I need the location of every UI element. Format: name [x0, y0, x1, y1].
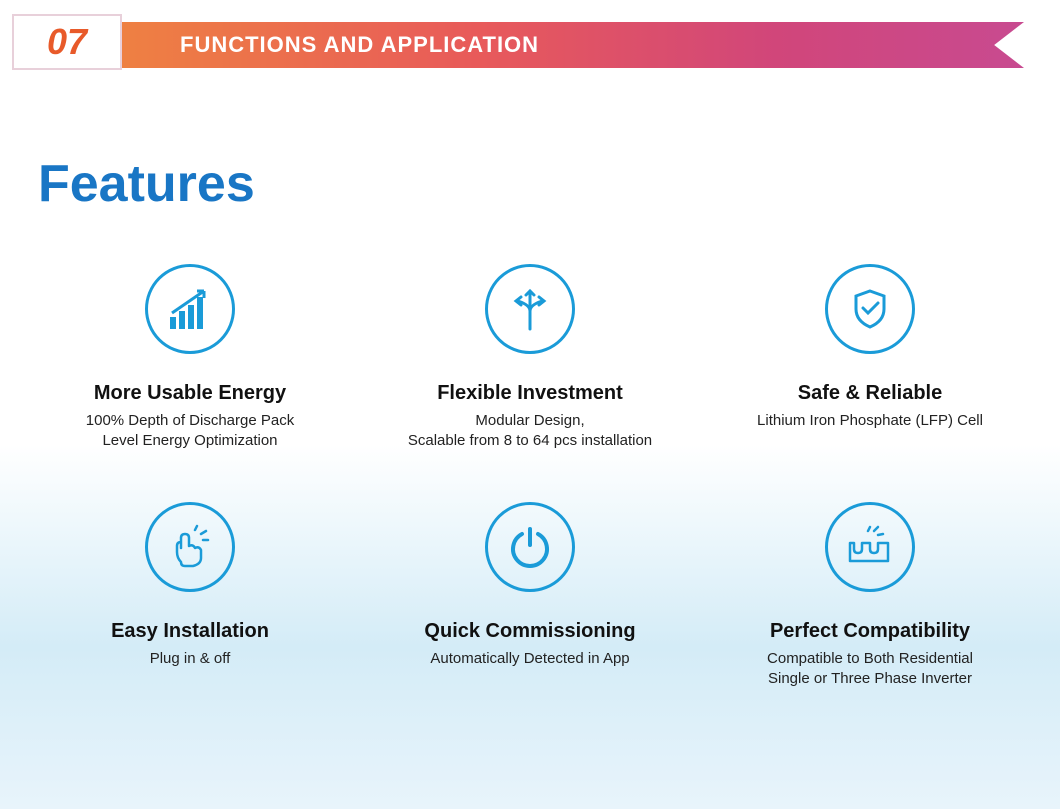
puzzle-icon — [825, 502, 915, 592]
page-number: 07 — [47, 21, 87, 63]
feature-desc: Modular Design, Scalable from 8 to 64 pc… — [408, 411, 652, 452]
power-clock-icon — [485, 502, 575, 592]
banner-ribbon: FUNCTIONS AND APPLICATION — [30, 22, 1024, 68]
feature-title: Perfect Compatibility — [770, 620, 970, 643]
snap-fingers-icon — [145, 502, 235, 592]
feature-desc: Lithium Iron Phosphate (LFP) Cell — [757, 411, 983, 431]
feature-desc: Plug in & off — [150, 649, 231, 669]
banner-title: FUNCTIONS AND APPLICATION — [180, 32, 539, 58]
bars-arrow-icon — [145, 264, 235, 354]
page-title: Features — [38, 154, 1060, 214]
feature-title: Flexible Investment — [437, 382, 623, 405]
shield-check-icon — [825, 264, 915, 354]
feature-perfect-compatibility: Perfect Compatibility Compatible to Both… — [710, 502, 1030, 690]
feature-title: Easy Installation — [111, 620, 269, 643]
feature-desc: Compatible to Both Residential Single or… — [767, 649, 973, 690]
header-banner: FUNCTIONS AND APPLICATION 07 — [0, 10, 1060, 84]
feature-title: Safe & Reliable — [798, 382, 943, 405]
feature-title: More Usable Energy — [94, 382, 286, 405]
feature-safe-reliable: Safe & Reliable Lithium Iron Phosphate (… — [710, 264, 1030, 452]
feature-easy-installation: Easy Installation Plug in & off — [30, 502, 350, 690]
feature-quick-commissioning: Quick Commissioning Automatically Detect… — [370, 502, 690, 690]
split-arrows-icon — [485, 264, 575, 354]
feature-title: Quick Commissioning — [424, 620, 635, 643]
feature-more-usable-energy: More Usable Energy 100% Depth of Dischar… — [30, 264, 350, 452]
page-number-box: 07 — [12, 14, 122, 70]
feature-flexible-investment: Flexible Investment Modular Design, Scal… — [370, 264, 690, 452]
features-grid: More Usable Energy 100% Depth of Dischar… — [30, 264, 1030, 689]
feature-desc: Automatically Detected in App — [430, 649, 629, 669]
feature-desc: 100% Depth of Discharge Pack Level Energ… — [86, 411, 294, 452]
